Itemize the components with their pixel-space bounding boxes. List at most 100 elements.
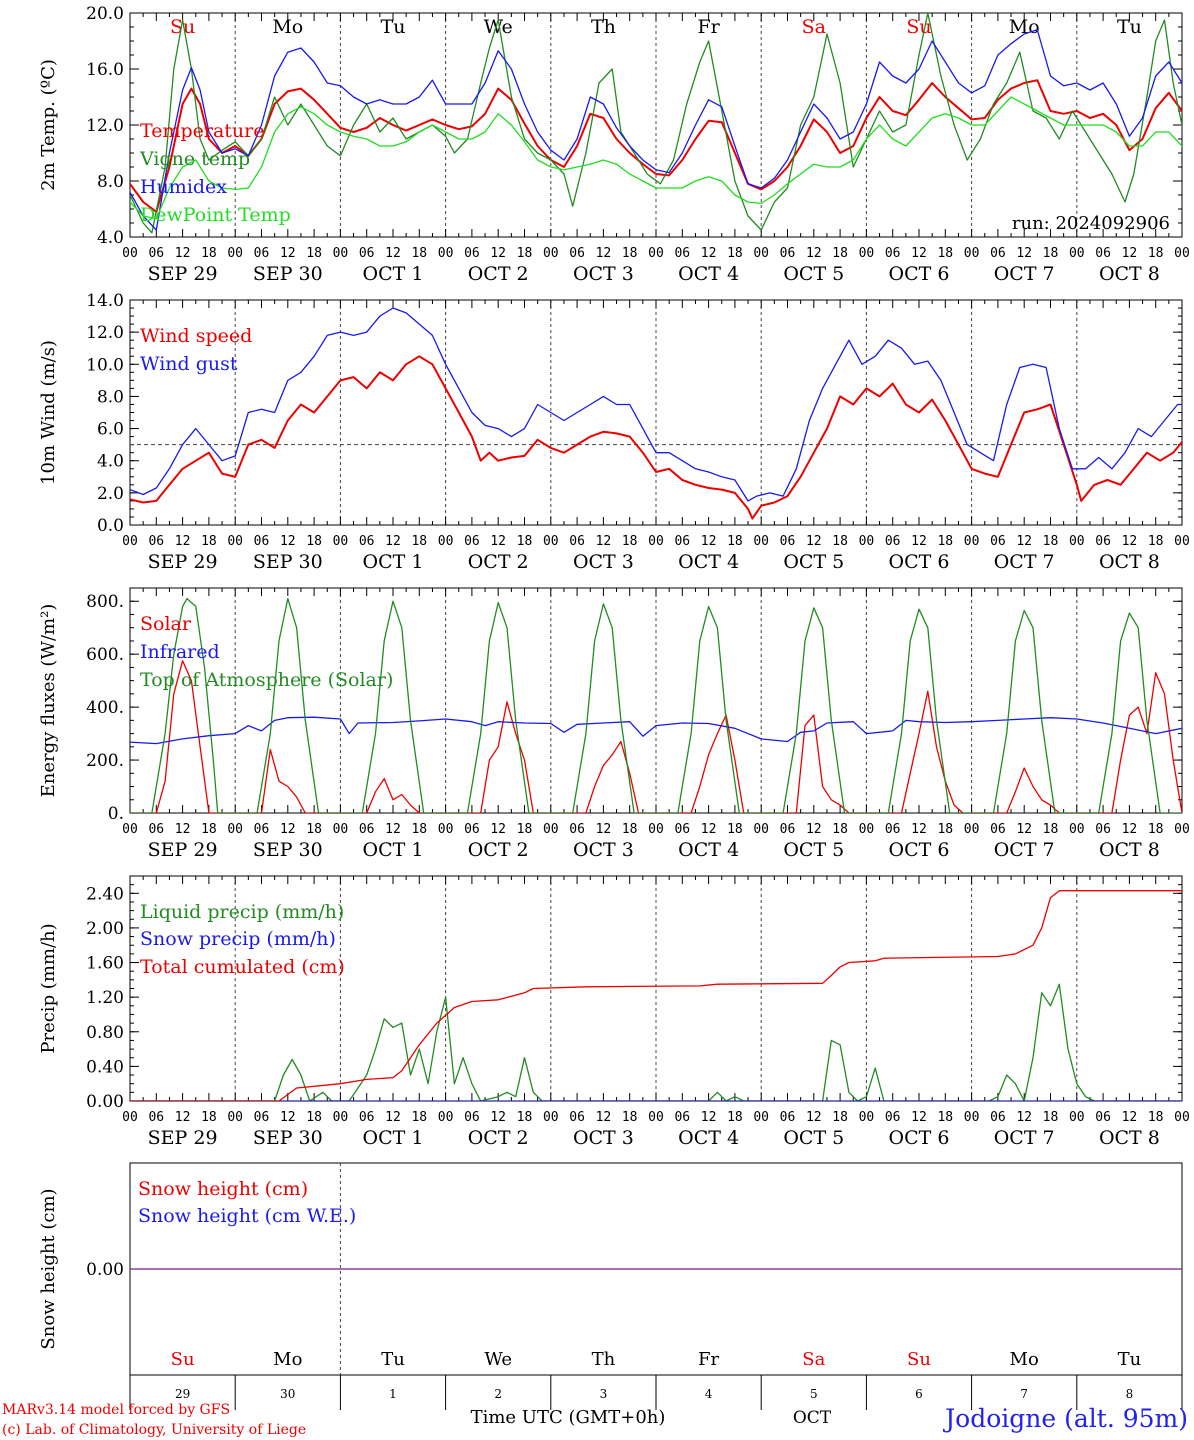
date-label: OCT 2: [468, 839, 529, 861]
hour-label: 12: [1016, 246, 1032, 261]
day-number: 6: [915, 1387, 923, 1401]
weekday-label: Tu: [381, 16, 406, 38]
panel-1: 4.0 8.0 12.0 16.0 20.0 2m Temp. (ºC) 00 06 12 18 0…: [38, 4, 1190, 285]
date-label: OCT 6: [889, 263, 950, 285]
date-label: OCT 3: [573, 1127, 634, 1149]
legend-entry: Temperature: [140, 120, 264, 142]
hour-label: 00: [438, 534, 454, 549]
hour-label: 18: [201, 534, 217, 549]
y-tick-label: 10.0: [86, 355, 124, 375]
series-top-of-atmosphere-solar-: [130, 597, 1182, 813]
hour-label: 00: [964, 246, 980, 261]
y-tick-label: 14.0: [86, 291, 124, 311]
hour-label: 06: [464, 822, 480, 837]
hour-label: 18: [517, 534, 533, 549]
hour-label: 18: [201, 246, 217, 261]
y-tick-label: 800.: [86, 592, 124, 612]
series-wind-speed: [130, 355, 1182, 520]
y-tick-label: 2.40: [86, 884, 124, 904]
panel-3: 0. 200. 400. 600. 800. Energy fluxes (W/m²) 00…: [38, 587, 1190, 861]
day-number: 3: [600, 1387, 608, 1401]
hour-label: 18: [937, 534, 953, 549]
hour-label: 06: [674, 1110, 690, 1125]
hour-label: 06: [464, 1110, 480, 1125]
hour-label: 18: [411, 822, 427, 837]
day-number: 30: [280, 1387, 295, 1401]
series-infrared: [130, 716, 1182, 745]
date-label: OCT 5: [783, 839, 844, 861]
hour-label: 12: [490, 246, 506, 261]
hour-label: 18: [832, 1110, 848, 1125]
hour-label: 12: [806, 1110, 822, 1125]
hour-label: 06: [254, 534, 270, 549]
weekday-label: Mo: [1009, 16, 1040, 38]
y-tick-label: 400.: [86, 698, 124, 718]
hour-label: 12: [175, 1110, 191, 1125]
hour-label: 18: [306, 1110, 322, 1125]
date-label: OCT 4: [678, 839, 739, 861]
hour-label: 00: [543, 246, 559, 261]
hour-label: 00: [227, 246, 243, 261]
hour-label: 12: [175, 822, 191, 837]
y-axis-label: Energy fluxes (W/m²): [38, 604, 59, 798]
hour-label: 12: [596, 246, 612, 261]
hour-label: 12: [490, 534, 506, 549]
day-number: 7: [1020, 1387, 1028, 1401]
series-humidex: [130, 29, 1182, 231]
legend-entry: Snow precip (mm/h): [140, 928, 336, 950]
legend-entry: Solar: [140, 613, 192, 635]
hour-label: 18: [727, 246, 743, 261]
date-label: OCT 2: [468, 263, 529, 285]
hour-label: 06: [1095, 246, 1111, 261]
legend-entry: Total cumulated (cm): [140, 956, 345, 978]
station-label: Jodoigne (alt. 95m): [942, 1404, 1188, 1433]
weekday-label: Sa: [802, 16, 826, 38]
hour-label: 00: [753, 822, 769, 837]
weekday-label: We: [484, 16, 513, 38]
weekday-label: We: [484, 1349, 512, 1370]
legend-entry: Snow height (cm): [138, 1178, 308, 1200]
hour-label: 00: [648, 1110, 664, 1125]
y-tick-label: 1.20: [86, 988, 124, 1008]
y-tick-label: 4.0: [97, 228, 124, 248]
hour-label: 06: [148, 822, 164, 837]
hour-label: 00: [859, 822, 875, 837]
hour-label: 12: [385, 822, 401, 837]
date-label: OCT 6: [889, 1127, 950, 1149]
hour-label: 06: [254, 246, 270, 261]
hour-label: 06: [780, 246, 796, 261]
hour-label: 00: [333, 534, 349, 549]
hour-label: 12: [280, 534, 296, 549]
hour-label: 00: [648, 246, 664, 261]
hour-label: 00: [648, 822, 664, 837]
hour-label: 00: [543, 534, 559, 549]
date-label: OCT 2: [468, 1127, 529, 1149]
hour-label: 00: [859, 246, 875, 261]
y-axis-label: Precip (mm/h): [38, 923, 59, 1053]
hour-label: 18: [622, 1110, 638, 1125]
date-label: OCT 7: [994, 263, 1055, 285]
hour-label: 18: [1148, 1110, 1164, 1125]
weekday-label: Mo: [273, 1349, 302, 1370]
date-label: OCT 8: [1099, 1127, 1160, 1149]
hour-label: 12: [280, 822, 296, 837]
hour-label: 18: [832, 246, 848, 261]
hour-label: 12: [1122, 534, 1138, 549]
weekday-label: Su: [906, 16, 931, 38]
hour-label: 12: [280, 246, 296, 261]
hour-label: 18: [622, 534, 638, 549]
y-tick-label: 2.00: [86, 919, 124, 939]
series-group: [130, 890, 1182, 1101]
series-dewpoint-temp: [130, 96, 1182, 220]
run-label: run: 2024092906: [1012, 213, 1170, 234]
hour-label: 12: [280, 1110, 296, 1125]
hour-label: 12: [701, 822, 717, 837]
hour-label: 18: [1148, 246, 1164, 261]
hour-label: 06: [990, 822, 1006, 837]
hour-label: 18: [937, 822, 953, 837]
hour-label: 18: [306, 534, 322, 549]
hour-label: 12: [701, 1110, 717, 1125]
hour-label: 06: [780, 534, 796, 549]
hour-label: 12: [385, 246, 401, 261]
date-label: OCT 5: [783, 263, 844, 285]
